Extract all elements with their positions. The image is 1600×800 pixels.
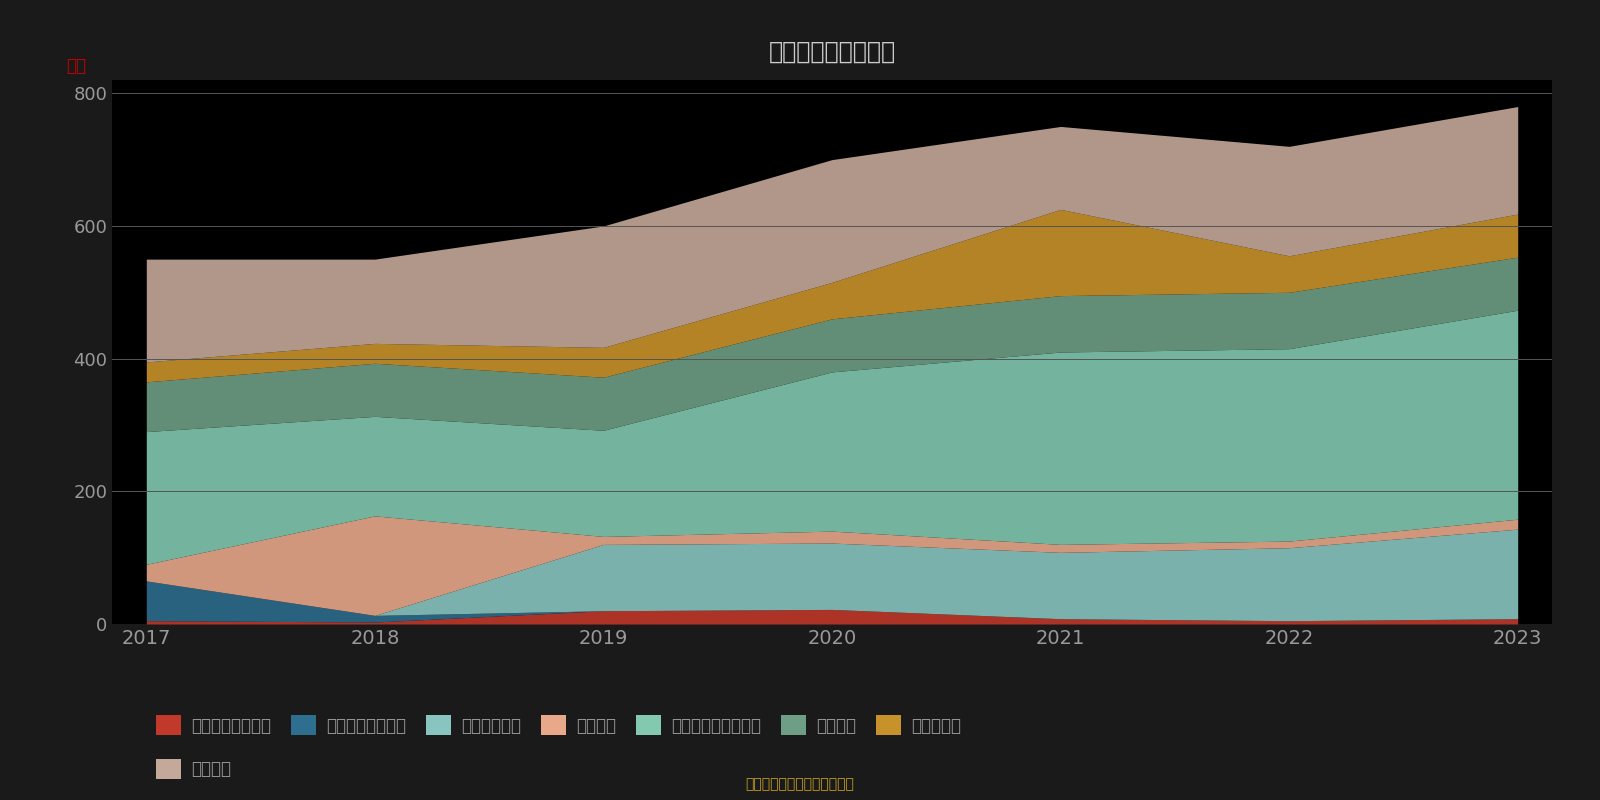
Legend: 货币资金: 货币资金 (149, 752, 237, 786)
Title: 历年主要资产堆积图: 历年主要资产堆积图 (768, 40, 896, 64)
Y-axis label: 亿元: 亿元 (66, 57, 86, 74)
Text: 制图数据来自恒生聚源数据库: 制图数据来自恒生聚源数据库 (746, 777, 854, 791)
